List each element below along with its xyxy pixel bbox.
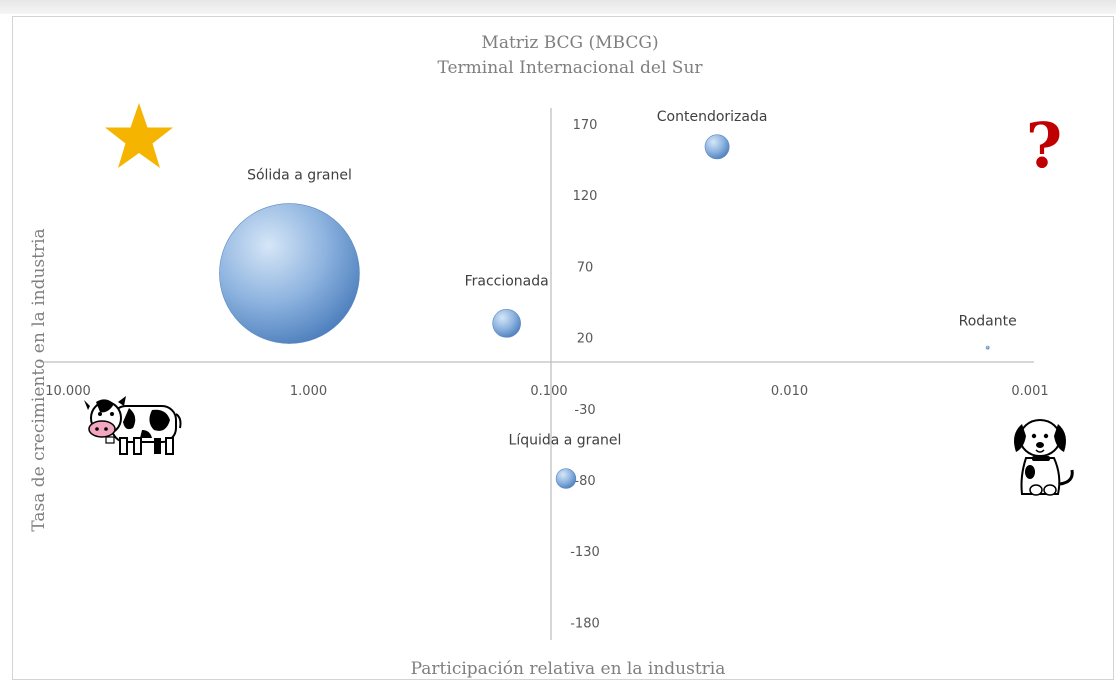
bubble-point bbox=[555, 468, 577, 489]
bubble-labels: Sólida a granel Fraccionada Contendorizada… bbox=[247, 109, 1017, 449]
x-tick-label: 0.010 bbox=[771, 384, 808, 399]
cow-icon bbox=[84, 396, 182, 455]
question-mark-icon: ? bbox=[1026, 109, 1062, 182]
y-tick-label: -80 bbox=[574, 474, 595, 489]
chart-title: Matriz BCG (MBCG) bbox=[481, 33, 658, 53]
bubble-label: Rodante bbox=[959, 314, 1017, 330]
x-tick-label: 0.001 bbox=[1011, 384, 1048, 399]
y-tick-label: 170 bbox=[573, 118, 598, 133]
y-tick-label: -30 bbox=[574, 403, 595, 418]
bubble-point bbox=[492, 309, 521, 338]
x-axis-title: Participación relativa en la industria bbox=[411, 659, 726, 679]
page-header-band bbox=[0, 0, 1116, 14]
chart-subtitle: Terminal Internacional del Sur bbox=[437, 58, 703, 78]
bubble-point bbox=[704, 134, 730, 160]
chart-frame bbox=[12, 16, 1114, 680]
axes: 10.000 1.000 0.100 0.010 0.001 170 120 70 20 -30 -… bbox=[40, 108, 1049, 640]
y-axis-title: Tasa de crecimiento en la industria bbox=[29, 228, 49, 531]
star-icon bbox=[105, 103, 173, 168]
bubble-label: Fraccionada bbox=[465, 273, 549, 289]
x-tick-label: 0.100 bbox=[530, 384, 567, 399]
bubble-label: Sólida a granel bbox=[247, 168, 352, 184]
svg-text:?: ? bbox=[1026, 109, 1062, 182]
y-tick-label: -130 bbox=[570, 545, 600, 560]
x-tick-label: 1.000 bbox=[290, 384, 327, 399]
y-tick-label: 120 bbox=[573, 189, 598, 204]
x-tick-label: 10.000 bbox=[45, 384, 91, 399]
bubble-point bbox=[985, 345, 990, 350]
bubble-label: Contendorizada bbox=[657, 109, 768, 125]
bubble-label: Líquida a granel bbox=[509, 433, 622, 449]
y-tick-label: 20 bbox=[577, 332, 594, 347]
bubbles bbox=[219, 134, 990, 489]
dog-icon bbox=[1014, 419, 1074, 496]
y-tick-label: -180 bbox=[570, 616, 600, 631]
y-tick-label: 70 bbox=[577, 260, 594, 275]
bubble-point bbox=[219, 203, 360, 344]
